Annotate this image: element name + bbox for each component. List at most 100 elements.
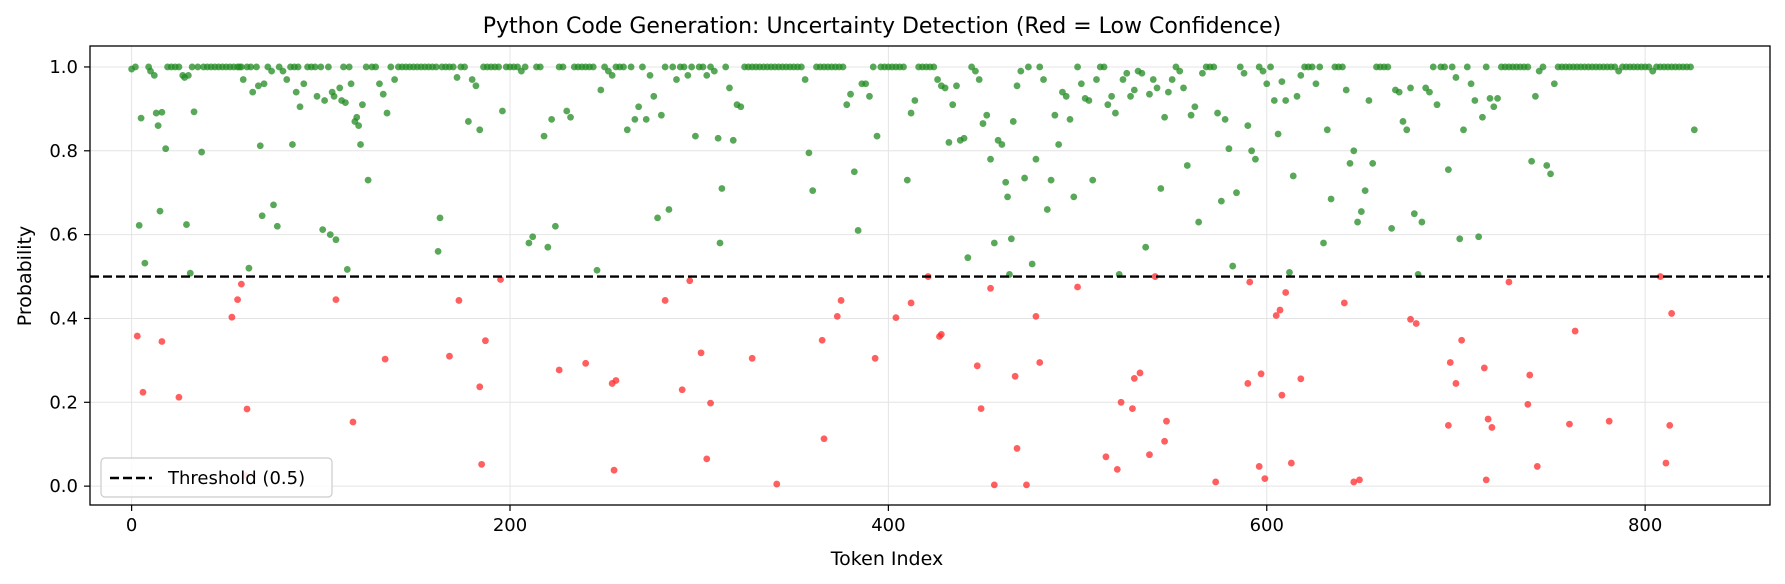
high-confidence-point (1100, 63, 1108, 71)
high-confidence-point (650, 92, 658, 100)
high-confidence-point (953, 82, 960, 90)
high-confidence-point (1267, 63, 1274, 71)
high-confidence-point (1028, 260, 1036, 268)
high-confidence-point (355, 122, 363, 130)
high-confidence-point (1490, 103, 1498, 111)
high-confidence-point (1191, 103, 1199, 111)
high-confidence-point (900, 63, 907, 71)
high-confidence-point (1127, 92, 1134, 100)
high-confidence-point (1365, 97, 1373, 104)
high-confidence-point (722, 63, 730, 71)
high-confidence-point (552, 222, 559, 230)
high-confidence-point (1429, 63, 1437, 71)
high-confidence-point (862, 80, 870, 88)
high-confidence-point (1233, 189, 1240, 197)
low-confidence-point (892, 314, 900, 322)
high-confidence-point (273, 222, 281, 230)
high-confidence-point (907, 109, 915, 117)
high-confidence-point (1388, 224, 1396, 232)
high-confidence-point (1252, 155, 1259, 163)
y-tick-label: 1.0 (49, 57, 78, 78)
high-confidence-point (372, 63, 380, 71)
high-confidence-point (1399, 118, 1407, 125)
plot-frame (89, 45, 1771, 506)
high-confidence-point (332, 236, 340, 244)
high-confidence-point (1528, 157, 1536, 165)
high-confidence-point (1036, 63, 1044, 71)
high-confidence-point (364, 176, 372, 184)
high-confidence-point (1195, 218, 1203, 226)
high-confidence-point (949, 101, 957, 109)
high-confidence-point (1433, 101, 1441, 109)
high-confidence-point (154, 122, 162, 130)
low-confidence-point (977, 405, 985, 412)
high-confidence-point (972, 67, 979, 75)
high-confidence-point (540, 132, 548, 140)
high-confidence-point (245, 264, 253, 272)
low-confidence-point (686, 277, 694, 285)
high-confidence-point (945, 139, 953, 146)
low-confidence-point (1524, 400, 1532, 408)
high-confidence-point (1040, 76, 1047, 83)
low-confidence-point (1662, 459, 1670, 467)
low-confidence-point (1484, 415, 1492, 423)
high-confidence-point (1021, 174, 1028, 182)
high-confidence-point (132, 63, 139, 71)
x-axis-label: Token Index (830, 548, 943, 570)
high-confidence-point (1350, 147, 1358, 155)
high-confidence-point (1013, 82, 1021, 90)
high-confidence-point (1444, 166, 1452, 174)
high-confidence-point (296, 103, 304, 111)
high-confidence-point (495, 63, 503, 71)
low-confidence-point (1117, 398, 1125, 406)
high-confidence-point (1460, 126, 1467, 134)
high-confidence-point (1183, 162, 1191, 169)
high-confidence-point (1161, 113, 1168, 121)
high-confidence-point (1263, 80, 1271, 88)
high-confidence-point (283, 76, 291, 83)
low-confidence-point (1130, 375, 1138, 382)
high-confidence-point (1032, 155, 1040, 163)
low-confidence-point (1136, 369, 1144, 377)
low-confidence-point (820, 435, 828, 443)
y-tick-label: 0.0 (49, 476, 78, 497)
high-confidence-point (324, 63, 332, 71)
high-confidence-point (1244, 122, 1252, 130)
high-confidence-point (292, 88, 300, 96)
high-confidence-point (699, 63, 707, 71)
high-confidence-point (294, 63, 302, 71)
low-confidence-point (158, 338, 166, 345)
high-confidence-point (1418, 218, 1426, 226)
high-confidence-point (453, 74, 461, 81)
high-confidence-series (128, 63, 1698, 278)
high-confidence-point (1146, 90, 1153, 98)
low-confidence-point (1261, 475, 1269, 482)
high-confidence-point (1248, 147, 1256, 155)
high-confidence-point (162, 145, 170, 153)
high-confidence-point (1550, 80, 1558, 88)
low-confidence-point (1350, 478, 1358, 486)
high-confidence-point (1467, 80, 1475, 88)
low-confidence-point (478, 460, 486, 468)
high-confidence-point (1138, 69, 1146, 77)
low-confidence-point (555, 366, 563, 374)
high-confidence-point (669, 63, 677, 71)
high-confidence-point (258, 212, 266, 220)
high-confidence-point (930, 63, 938, 71)
high-confidence-point (175, 63, 183, 71)
high-confidence-point (1149, 76, 1157, 83)
low-confidence-point (446, 352, 453, 360)
high-confidence-point (903, 176, 911, 184)
low-confidence-point (482, 337, 489, 345)
high-confidence-point (866, 92, 873, 100)
high-confidence-point (499, 107, 506, 115)
high-confidence-point (1047, 176, 1055, 184)
high-confidence-point (1077, 80, 1085, 88)
high-confidence-point (1240, 69, 1248, 77)
high-confidence-point (964, 254, 972, 262)
low-confidence-point (1407, 315, 1414, 323)
low-confidence-point (678, 386, 686, 394)
low-confidence-point (987, 284, 994, 292)
high-confidence-point (1236, 63, 1244, 71)
high-confidence-point (692, 132, 699, 140)
